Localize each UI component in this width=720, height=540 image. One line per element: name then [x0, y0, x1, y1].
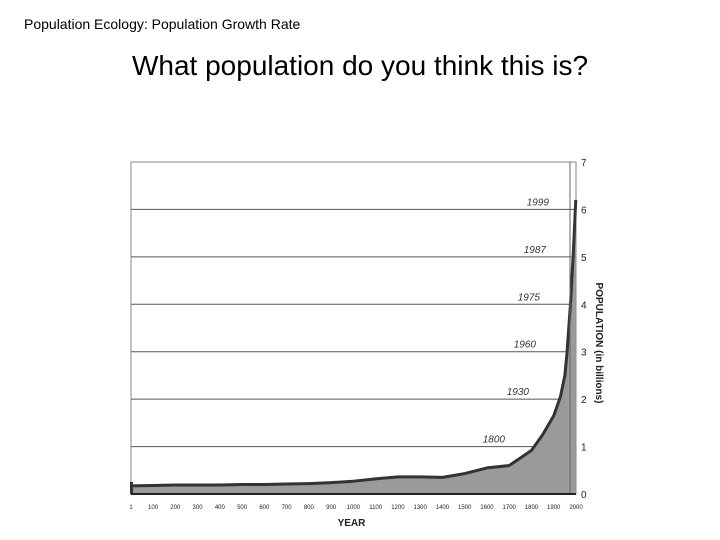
x-tick-label: 1400: [436, 505, 450, 511]
x-tick-label: 600: [259, 505, 270, 511]
year-annotation: 1930: [507, 387, 530, 398]
x-axis-label: YEAR: [338, 518, 367, 529]
x-tick-label: 1000: [347, 505, 361, 511]
y-tick-label: 1: [581, 443, 587, 454]
x-tick-label: 400: [215, 505, 226, 511]
x-tick-label: 1500: [458, 505, 472, 511]
x-tick-label: 900: [326, 505, 337, 511]
y-tick-label: 4: [581, 300, 587, 311]
y-tick-label: 0: [581, 490, 587, 501]
x-tick-label: 1900: [547, 505, 561, 511]
slide-title: What population do you think this is?: [131, 50, 589, 81]
x-tick-label: 1: [129, 505, 133, 511]
x-tick-label: 100: [148, 505, 159, 511]
x-tick-label: 1700: [503, 505, 517, 511]
x-tick-label: 800: [304, 505, 315, 511]
y-tick-label: 7: [581, 158, 587, 169]
x-tick-label: 1600: [480, 505, 494, 511]
x-tick-label: 700: [282, 505, 293, 511]
y-tick-label: 6: [581, 205, 587, 216]
slide-header-label: Population Ecology: Population Growth Ra…: [24, 16, 301, 32]
x-tick-label: 300: [193, 505, 204, 511]
x-tick-label: 500: [237, 505, 248, 511]
y-axis-label: POPULATION (in billions): [593, 283, 604, 404]
x-tick-label: 1800: [525, 505, 539, 511]
plot-frame: [130, 161, 577, 495]
x-tick-label: 200: [170, 505, 181, 511]
year-annotation: 1800: [483, 435, 506, 446]
population-area: [131, 199, 576, 494]
year-annotation: 1960: [514, 340, 537, 351]
x-tick-label: 2000: [569, 505, 583, 511]
population-line: [130, 199, 578, 488]
y-tick-label: 5: [581, 253, 587, 264]
start-marker: [130, 481, 133, 494]
year-annotation: 1975: [518, 292, 541, 303]
x-tick-label: 1300: [413, 505, 427, 511]
x-tick-label: 1100: [369, 505, 383, 511]
x-tick-label: 1200: [391, 505, 405, 511]
year-annotation: 1999: [527, 197, 550, 208]
y-tick-label: 2: [581, 395, 587, 406]
y-tick-label: 3: [581, 348, 587, 359]
year-annotation: 1987: [524, 245, 547, 256]
